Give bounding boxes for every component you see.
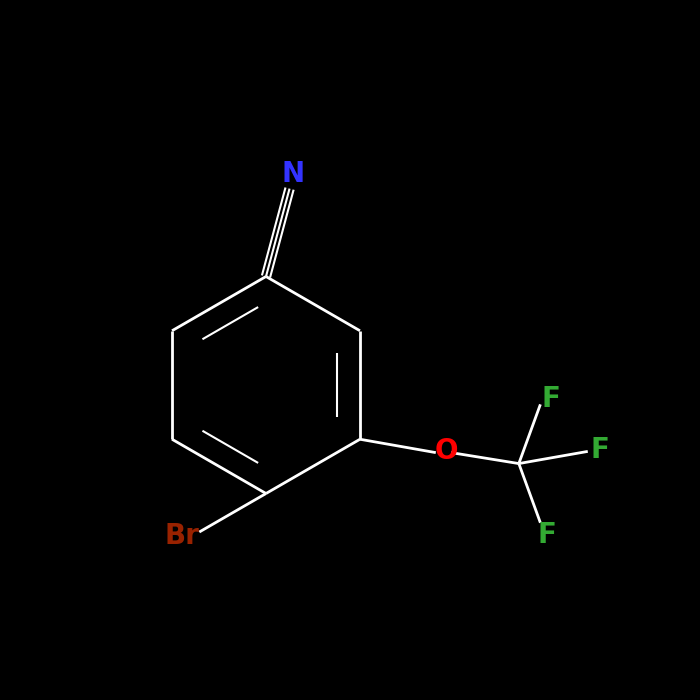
Text: Br: Br: [164, 522, 200, 550]
Text: N: N: [282, 160, 305, 188]
Text: F: F: [541, 385, 560, 413]
Text: F: F: [538, 522, 556, 550]
Text: O: O: [435, 438, 458, 466]
Text: F: F: [591, 436, 610, 464]
